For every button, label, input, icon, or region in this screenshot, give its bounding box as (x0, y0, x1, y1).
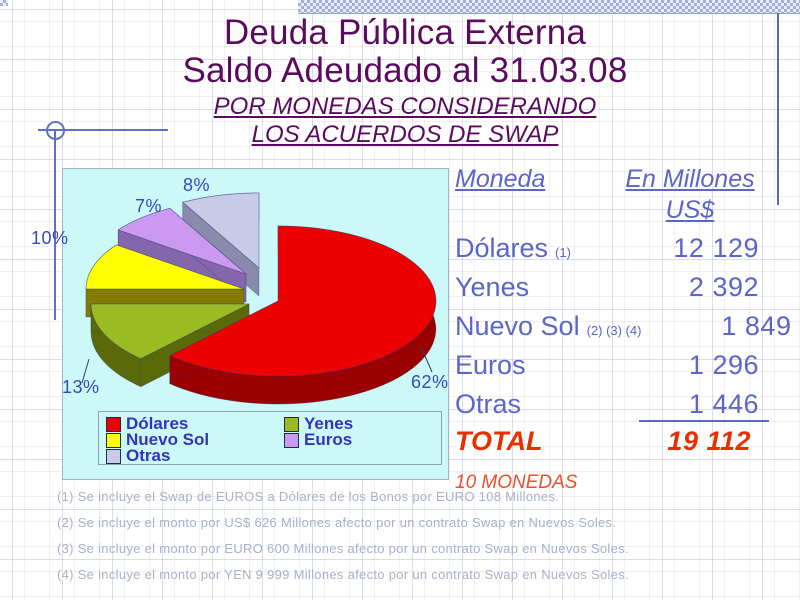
currency-table: Moneda En Millones US$ Dólares (1) 12 129… (455, 165, 791, 494)
legend-label-dolares: Dólares (126, 414, 189, 433)
pie-chart (81, 192, 437, 405)
row-value-euros: 1 296 (688, 350, 759, 380)
currencies-note: 10 MONEDAS (455, 472, 578, 493)
footnote-4: (4) Se incluye el monto por YEN 9 999 Mi… (57, 567, 629, 582)
table-row-euros: Euros 1 296 (455, 350, 769, 389)
legend-swatch-yenes (284, 416, 299, 432)
row-value-nuevo-sol: 1 849 (721, 311, 792, 341)
table-header-row: Moneda En Millones (455, 165, 769, 194)
row-value-dolares: 12 129 (673, 233, 759, 263)
footnote-3: (3) Se incluye el monto por EURO 600 Mil… (57, 541, 629, 556)
legend-label-otras: Otras (126, 446, 171, 465)
decor-vertical-line-right (777, 13, 779, 205)
pie-slice-dolares (168, 225, 437, 405)
legend-swatch-euros (284, 432, 299, 448)
legend-label-nuevo-sol: Nuevo Sol (126, 430, 210, 449)
page-subtitle-line2: LOS ACUERDOS DE SWAP (251, 121, 559, 148)
row-label-nuevo-sol: Nuevo Sol (455, 311, 580, 341)
row-label-otras: Otras (455, 389, 522, 419)
row-label-yenes: Yenes (455, 272, 530, 302)
row-value-otras: 1 446 (639, 389, 769, 422)
footnote-1: (1) Se incluye el Swap de EUROS a Dólare… (57, 489, 560, 504)
footnote-2: (2) Se incluye el monto por US$ 626 Mill… (57, 515, 617, 530)
leader-line-62pct (420, 346, 433, 373)
total-value: 19 112 (667, 426, 751, 456)
page-title-line2: Saldo Adeudado al 31.03.08 (182, 51, 628, 90)
legend-label-yenes: Yenes (304, 414, 354, 433)
legend-item-nuevo-sol: Nuevo Sol (106, 430, 284, 449)
corner-chip (0, 0, 8, 6)
pie-chart-panel (62, 168, 449, 480)
table-row-total: TOTAL 19 112 (455, 426, 769, 466)
legend-item-yenes: Yenes (284, 414, 441, 433)
percent-label-13: 13% (62, 377, 100, 397)
subtitle-block: POR MONEDAS CONSIDERANDO LOS ACUERDOS DE… (40, 93, 770, 149)
table-header-moneda: Moneda (455, 165, 546, 193)
legend-item-euros: Euros (284, 430, 441, 449)
row-label-dolares: Dólares (455, 233, 549, 263)
table-body: Dólares (1) 12 129 Yenes 2 392 Nuevo Sol (… (455, 233, 791, 494)
table-row-dolares: Dólares (1) 12 129 (455, 233, 769, 272)
leader-line-13pct (81, 358, 90, 384)
legend-item-otras: Otras (106, 446, 284, 465)
row-value-yenes: 2 392 (688, 272, 759, 302)
decor-vertical-line-left (54, 130, 56, 320)
decor-horizontal-line (38, 129, 168, 131)
footnote-marker-1: (1) (555, 245, 571, 260)
legend-item-dolares: Dólares (106, 414, 284, 433)
total-label: TOTAL (455, 426, 543, 456)
page-subtitle-line1: POR MONEDAS CONSIDERANDO (213, 93, 597, 120)
table-row-otras: Otras 1 446 (455, 389, 769, 428)
percent-label-8: 8% (183, 175, 211, 195)
legend-label-euros: Euros (304, 430, 353, 449)
percent-label-7: 7% (135, 196, 163, 216)
pie-legend: Dólares Yenes Nuevo Sol Euros Otras (98, 411, 442, 465)
table-row-yenes: Yenes 2 392 (455, 272, 769, 311)
footnote-markers-234: (2) (3) (4) (586, 323, 642, 338)
decor-ring (46, 121, 65, 140)
table-header-usd: US$ (665, 196, 715, 224)
percent-label-62: 62% (411, 372, 449, 392)
row-label-euros: Euros (455, 350, 526, 380)
legend-swatch-dolares (106, 416, 121, 432)
legend-swatch-otras (106, 448, 121, 464)
title-block: Deuda Pública Externa Saldo Adeudado al … (40, 14, 770, 149)
table-row-nuevo-sol: Nuevo Sol (2) (3) (4) 1 849 (455, 311, 791, 350)
top-border-band (298, 0, 800, 14)
footnotes: (1) Se incluye el Swap de EUROS a Dólare… (57, 489, 757, 593)
table-header-en-millones: En Millones (625, 165, 755, 193)
page-title-line1: Deuda Pública Externa (223, 13, 587, 52)
percent-label-10: 10% (31, 228, 69, 248)
legend-swatch-nuevo-sol (106, 432, 121, 448)
